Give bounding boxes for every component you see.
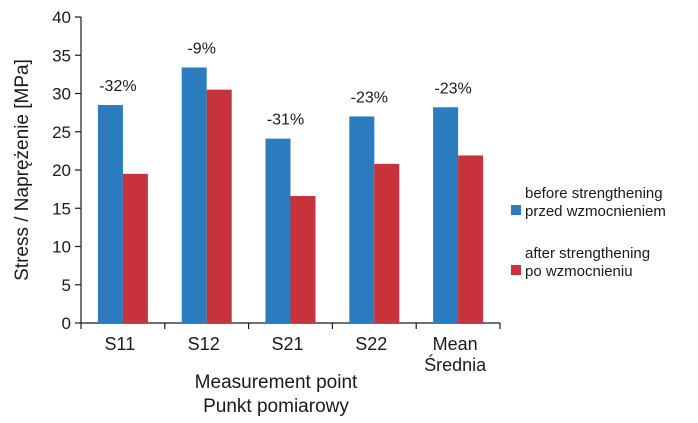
y-tick-label: 0 (62, 314, 71, 333)
y-axis-label: Stress / Naprężenie [MPa] (12, 59, 33, 281)
legend-label: before strengthening (525, 185, 663, 202)
x-tick-label: Średnia (424, 354, 487, 375)
x-tick-label: S12 (188, 334, 220, 354)
legend-label: przed wzmocnieniem (525, 203, 666, 220)
bar-before (433, 107, 459, 324)
annotations: -32% -9% -31% -23% -23% (99, 40, 472, 128)
x-axis-title: Measurement point Punkt pomiarowy (195, 372, 358, 417)
y-tick-label: 30 (52, 85, 71, 104)
percent-change-label: -32% (99, 78, 136, 95)
bar-after (206, 89, 232, 323)
x-axis-title-line: Measurement point (195, 372, 358, 393)
percent-change-label: -23% (351, 89, 388, 106)
bar-after (374, 163, 400, 323)
y-tick-label: 25 (52, 123, 71, 142)
percent-change-label: -31% (267, 112, 304, 129)
y-tick-label: 5 (62, 276, 71, 295)
legend-swatch-after (511, 265, 521, 275)
bar-before (349, 116, 375, 323)
y-tick-labels: 0 5 10 15 20 25 30 35 40 (52, 8, 71, 333)
bar-after (290, 196, 316, 323)
x-tick-label: S11 (105, 334, 136, 354)
bar-before (97, 104, 123, 323)
y-tick-label: 10 (52, 238, 71, 257)
y-tick-label: 20 (52, 161, 71, 180)
legend-label: after strengthening (525, 245, 650, 262)
bar-before (265, 138, 291, 323)
x-tick-label: S22 (355, 334, 387, 354)
legend-swatch-before (511, 205, 521, 215)
bar-before (181, 67, 207, 324)
x-tick-label: S21 (271, 334, 303, 354)
y-tick-label: 40 (52, 8, 71, 27)
bar-after (122, 173, 148, 323)
y-tick-label: 15 (52, 199, 71, 218)
x-axis-title-line: Punkt pomiarowy (203, 396, 349, 417)
x-tick-label: Mean (433, 334, 478, 354)
y-tick-label: 35 (52, 46, 71, 65)
axes (75, 16, 501, 329)
legend-label: po wzmocnieniu (525, 263, 633, 280)
percent-change-label: -9% (187, 40, 215, 57)
bar-after (458, 155, 484, 323)
percent-change-label: -23% (434, 80, 471, 97)
bars (97, 67, 484, 324)
